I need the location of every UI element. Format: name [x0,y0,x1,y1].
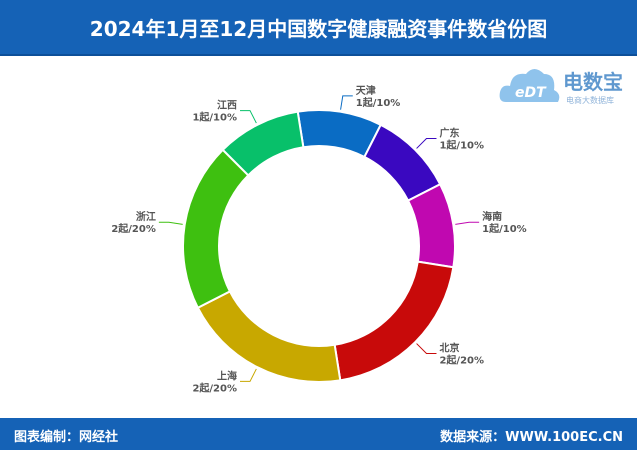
slice-value-label-4: 2起/20% [192,381,237,394]
leader-line-4 [239,368,257,382]
logo-edt-text: eDT [515,85,546,101]
slice-name-label-6: 江西 [217,99,237,112]
leader-line-1 [416,138,437,149]
slice-name-label-0: 天津 [356,84,376,97]
footer-bar: 图表编制：网经社 数据来源：WWW.100EC.CN [0,418,637,450]
slice-value-label-0: 1起/10% [356,96,401,109]
leader-line-3 [416,343,437,354]
leader-line-5 [158,221,183,225]
footer-data-source: 数据来源：WWW.100EC.CN [440,430,623,445]
slice-name-label-4: 上海 [217,369,237,382]
slice-value-label-1: 1起/10% [439,139,484,152]
slice-name-label-3: 北京 [439,341,459,354]
leader-line-0 [340,95,353,110]
leader-line-6 [239,110,257,124]
slice-value-label-5: 2起/20% [111,222,156,235]
slice-value-label-6: 1起/10% [192,111,237,124]
slice-6 [221,110,305,177]
header-divider [0,54,637,56]
slice-name-label-2: 海南 [482,210,502,223]
slice-name-label-5: 浙江 [136,210,156,223]
chart-title: 2024年1月至12月中国数字健康融资事件数省份图 [0,0,637,54]
slice-2 [406,182,456,269]
slice-5 [182,148,250,310]
logo-main-text: 电数宝 [563,70,623,94]
slice-4 [196,290,342,383]
slice-value-label-3: 2起/20% [439,353,484,366]
slice-name-label-1: 广东 [439,127,459,140]
slice-value-label-2: 1起/10% [482,222,527,235]
leader-line-2 [455,221,480,225]
cloud-logo-icon [499,69,560,102]
logo-sub-text: 电商大数据库 [566,96,614,105]
slice-3 [333,260,455,382]
footer-source-editor: 图表编制：网经社 [14,430,119,445]
